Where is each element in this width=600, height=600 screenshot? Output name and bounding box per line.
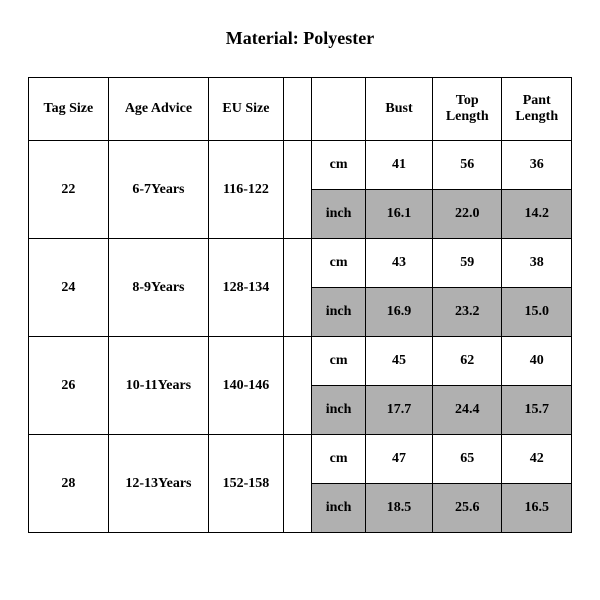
cell-pant-cm: 38 [502,239,572,288]
cell-pant-cm: 36 [502,141,572,190]
cell-pant-cm: 40 [502,337,572,386]
cell-bust-cm: 43 [366,239,433,288]
cell-top-cm: 65 [432,435,501,484]
size-table: Tag Size Age Advice EU Size Bust Top Len… [28,77,572,533]
cell-bust-inch: 16.1 [366,190,433,239]
table-row: 22 6-7Years 116-122 cm 41 56 36 [29,141,572,190]
cell-unit-inch: inch [312,288,366,337]
cell-eu: 116-122 [209,141,284,239]
cell-unit-inch: inch [312,386,366,435]
cell-bust-cm: 41 [366,141,433,190]
cell-bust-inch: 16.9 [366,288,433,337]
col-unit [312,78,366,141]
cell-top-cm: 56 [432,141,501,190]
cell-bust-inch: 18.5 [366,484,433,533]
cell-bust-cm: 45 [366,337,433,386]
col-tag-size: Tag Size [29,78,109,141]
cell-bust-inch: 17.7 [366,386,433,435]
col-blank [283,78,311,141]
cell-pant-inch: 15.7 [502,386,572,435]
table-row: 28 12-13Years 152-158 cm 47 65 42 [29,435,572,484]
cell-top-inch: 24.4 [432,386,501,435]
header-row: Tag Size Age Advice EU Size Bust Top Len… [29,78,572,141]
cell-unit-cm: cm [312,141,366,190]
cell-blank [283,435,311,533]
cell-eu: 152-158 [209,435,284,533]
cell-tag: 26 [29,337,109,435]
col-age-advice: Age Advice [108,78,208,141]
cell-top-inch: 22.0 [432,190,501,239]
cell-blank [283,337,311,435]
cell-age: 6-7Years [108,141,208,239]
col-eu-size: EU Size [209,78,284,141]
page-title: Material: Polyester [28,28,572,49]
table-row: 24 8-9Years 128-134 cm 43 59 38 [29,239,572,288]
cell-bust-cm: 47 [366,435,433,484]
cell-unit-cm: cm [312,337,366,386]
cell-top-cm: 59 [432,239,501,288]
cell-top-inch: 23.2 [432,288,501,337]
cell-blank [283,141,311,239]
cell-age: 10-11Years [108,337,208,435]
cell-unit-cm: cm [312,239,366,288]
cell-eu: 128-134 [209,239,284,337]
cell-unit-cm: cm [312,435,366,484]
col-bust: Bust [366,78,433,141]
cell-unit-inch: inch [312,190,366,239]
cell-blank [283,239,311,337]
cell-age: 8-9Years [108,239,208,337]
cell-tag: 24 [29,239,109,337]
cell-pant-inch: 16.5 [502,484,572,533]
col-top-length: Top Length [432,78,501,141]
cell-age: 12-13Years [108,435,208,533]
cell-top-inch: 25.6 [432,484,501,533]
col-pant-length: Pant Length [502,78,572,141]
cell-eu: 140-146 [209,337,284,435]
table-row: 26 10-11Years 140-146 cm 45 62 40 [29,337,572,386]
cell-tag: 28 [29,435,109,533]
cell-unit-inch: inch [312,484,366,533]
cell-top-cm: 62 [432,337,501,386]
cell-pant-inch: 15.0 [502,288,572,337]
cell-pant-inch: 14.2 [502,190,572,239]
cell-pant-cm: 42 [502,435,572,484]
cell-tag: 22 [29,141,109,239]
